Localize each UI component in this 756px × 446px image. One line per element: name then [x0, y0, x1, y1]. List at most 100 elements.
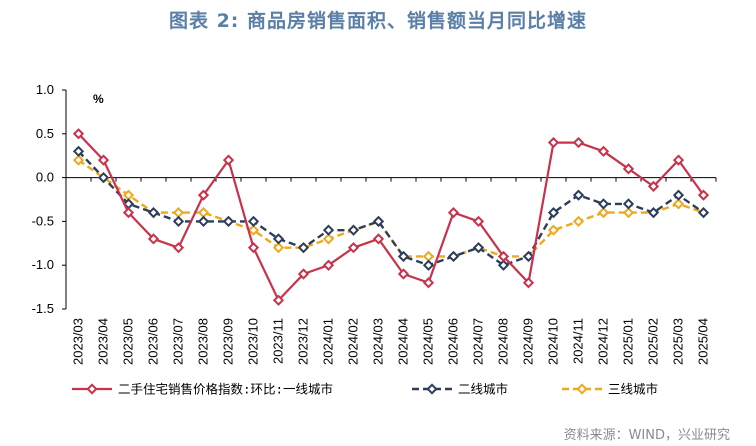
chart-legend: 二手住宅销售价格指数:环比:一线城市 二线城市 三线城市	[72, 382, 658, 397]
data-point-marker	[397, 250, 410, 263]
series-line	[77, 159, 704, 258]
data-point-marker	[347, 224, 360, 236]
chart-title: 图表 2: 商品房销售面积、销售额当月同比增速	[168, 10, 588, 32]
x-tick-label: 2024/04	[396, 318, 411, 365]
data-point-marker	[697, 207, 710, 219]
data-point-marker	[122, 207, 135, 219]
y-tick-label: -1.5	[32, 301, 54, 316]
data-point-marker	[622, 207, 635, 219]
source-note: 资料来源：WIND，兴业研究	[563, 428, 730, 443]
legend-swatch-marker	[86, 383, 98, 395]
data-point-marker	[272, 242, 285, 254]
legend-label: 二手住宅销售价格指数:环比:一线城市	[118, 382, 333, 397]
x-tick-label: 2024/07	[471, 318, 486, 365]
x-tick-label: 2023/08	[196, 318, 211, 365]
data-point-marker	[597, 198, 610, 210]
data-point-marker	[447, 250, 460, 263]
legend-label: 二线城市	[458, 382, 508, 397]
data-point-marker	[472, 242, 485, 254]
series-line	[77, 150, 705, 267]
data-point-marker	[697, 189, 710, 201]
y-tick-label: -1.0	[32, 257, 54, 272]
data-point-marker	[397, 268, 410, 280]
data-point-marker	[272, 233, 285, 245]
data-point-marker	[647, 207, 660, 219]
x-tick-label: 2024/01	[321, 318, 336, 365]
x-tick-label: 2024/06	[446, 318, 461, 365]
x-tick-label: 2024/08	[496, 318, 511, 365]
data-point-marker	[197, 207, 210, 219]
data-point-marker	[197, 189, 210, 201]
series-layer	[72, 128, 710, 306]
data-point-marker	[547, 136, 560, 149]
data-point-marker	[547, 224, 560, 236]
data-point-marker	[447, 207, 460, 219]
series-2	[72, 145, 710, 271]
x-tick-label: 2023/06	[146, 318, 161, 365]
data-point-marker	[372, 233, 385, 245]
y-tick-label: -0.5	[32, 213, 54, 228]
data-point-marker	[97, 154, 110, 166]
data-point-marker	[172, 242, 185, 254]
data-point-marker	[322, 233, 335, 245]
data-point-marker	[422, 250, 435, 263]
series-1	[72, 128, 710, 306]
data-point-marker	[572, 189, 585, 201]
data-point-marker	[672, 198, 685, 210]
legend-label: 三线城市	[608, 382, 658, 397]
data-point-marker	[247, 215, 260, 228]
data-point-marker	[422, 259, 435, 271]
series-line	[77, 133, 705, 302]
data-point-marker	[497, 250, 510, 263]
data-point-marker	[522, 250, 535, 263]
data-point-marker	[572, 215, 585, 228]
x-tick-label: 2023/12	[296, 318, 311, 365]
data-point-marker	[372, 215, 385, 228]
y-unit-label: %	[93, 92, 104, 106]
x-tick-label: 2025/04	[696, 318, 711, 365]
data-point-marker	[647, 180, 660, 192]
data-point-marker	[622, 198, 635, 210]
data-point-marker	[672, 189, 685, 201]
x-tick-label: 2024/05	[421, 318, 436, 365]
data-point-marker	[222, 154, 235, 166]
x-tick-label: 2024/12	[596, 318, 611, 365]
data-point-marker	[147, 207, 160, 219]
legend-swatch-marker	[426, 383, 438, 395]
data-point-marker	[347, 242, 360, 254]
data-point-marker	[322, 224, 335, 236]
data-point-marker	[297, 268, 310, 280]
data-point-marker	[172, 207, 185, 219]
data-point-marker	[147, 233, 160, 245]
data-point-marker	[472, 215, 485, 228]
x-tick-label: 2024/03	[371, 318, 386, 365]
x-tick-label: 2025/01	[621, 318, 636, 365]
data-point-marker	[597, 207, 610, 219]
x-tick-label: 2024/11	[571, 318, 586, 364]
data-point-marker	[72, 145, 85, 157]
x-tick-label: 2023/11	[271, 318, 286, 364]
data-point-marker	[497, 259, 510, 271]
data-point-marker	[622, 163, 635, 175]
y-tick-label: 1.0	[36, 82, 54, 97]
x-tick-label: 2023/03	[71, 318, 86, 365]
data-point-marker	[322, 259, 335, 271]
x-tick-label: 2024/02	[346, 318, 361, 365]
data-point-marker	[297, 242, 310, 254]
data-point-marker	[247, 242, 260, 254]
data-point-marker	[422, 277, 435, 289]
legend-item-1: 二手住宅销售价格指数:环比:一线城市	[72, 382, 333, 397]
chart-axes: 1.0 0.5 0.0 -0.5 -1.0 -1.5% 2023/03 2023/04 2023…	[32, 82, 717, 365]
data-point-marker	[572, 136, 585, 149]
legend-swatch-marker	[576, 383, 588, 395]
data-point-marker	[97, 171, 110, 184]
data-point-marker	[522, 277, 535, 289]
data-point-marker	[597, 145, 610, 157]
data-point-marker	[272, 294, 285, 306]
x-tick-label: 2024/09	[521, 318, 536, 365]
x-tick-label: 2024/10	[546, 318, 561, 365]
data-point-marker	[247, 224, 260, 236]
y-tick-label: 0.0	[36, 170, 54, 185]
legend-item-2: 二线城市	[412, 382, 508, 397]
